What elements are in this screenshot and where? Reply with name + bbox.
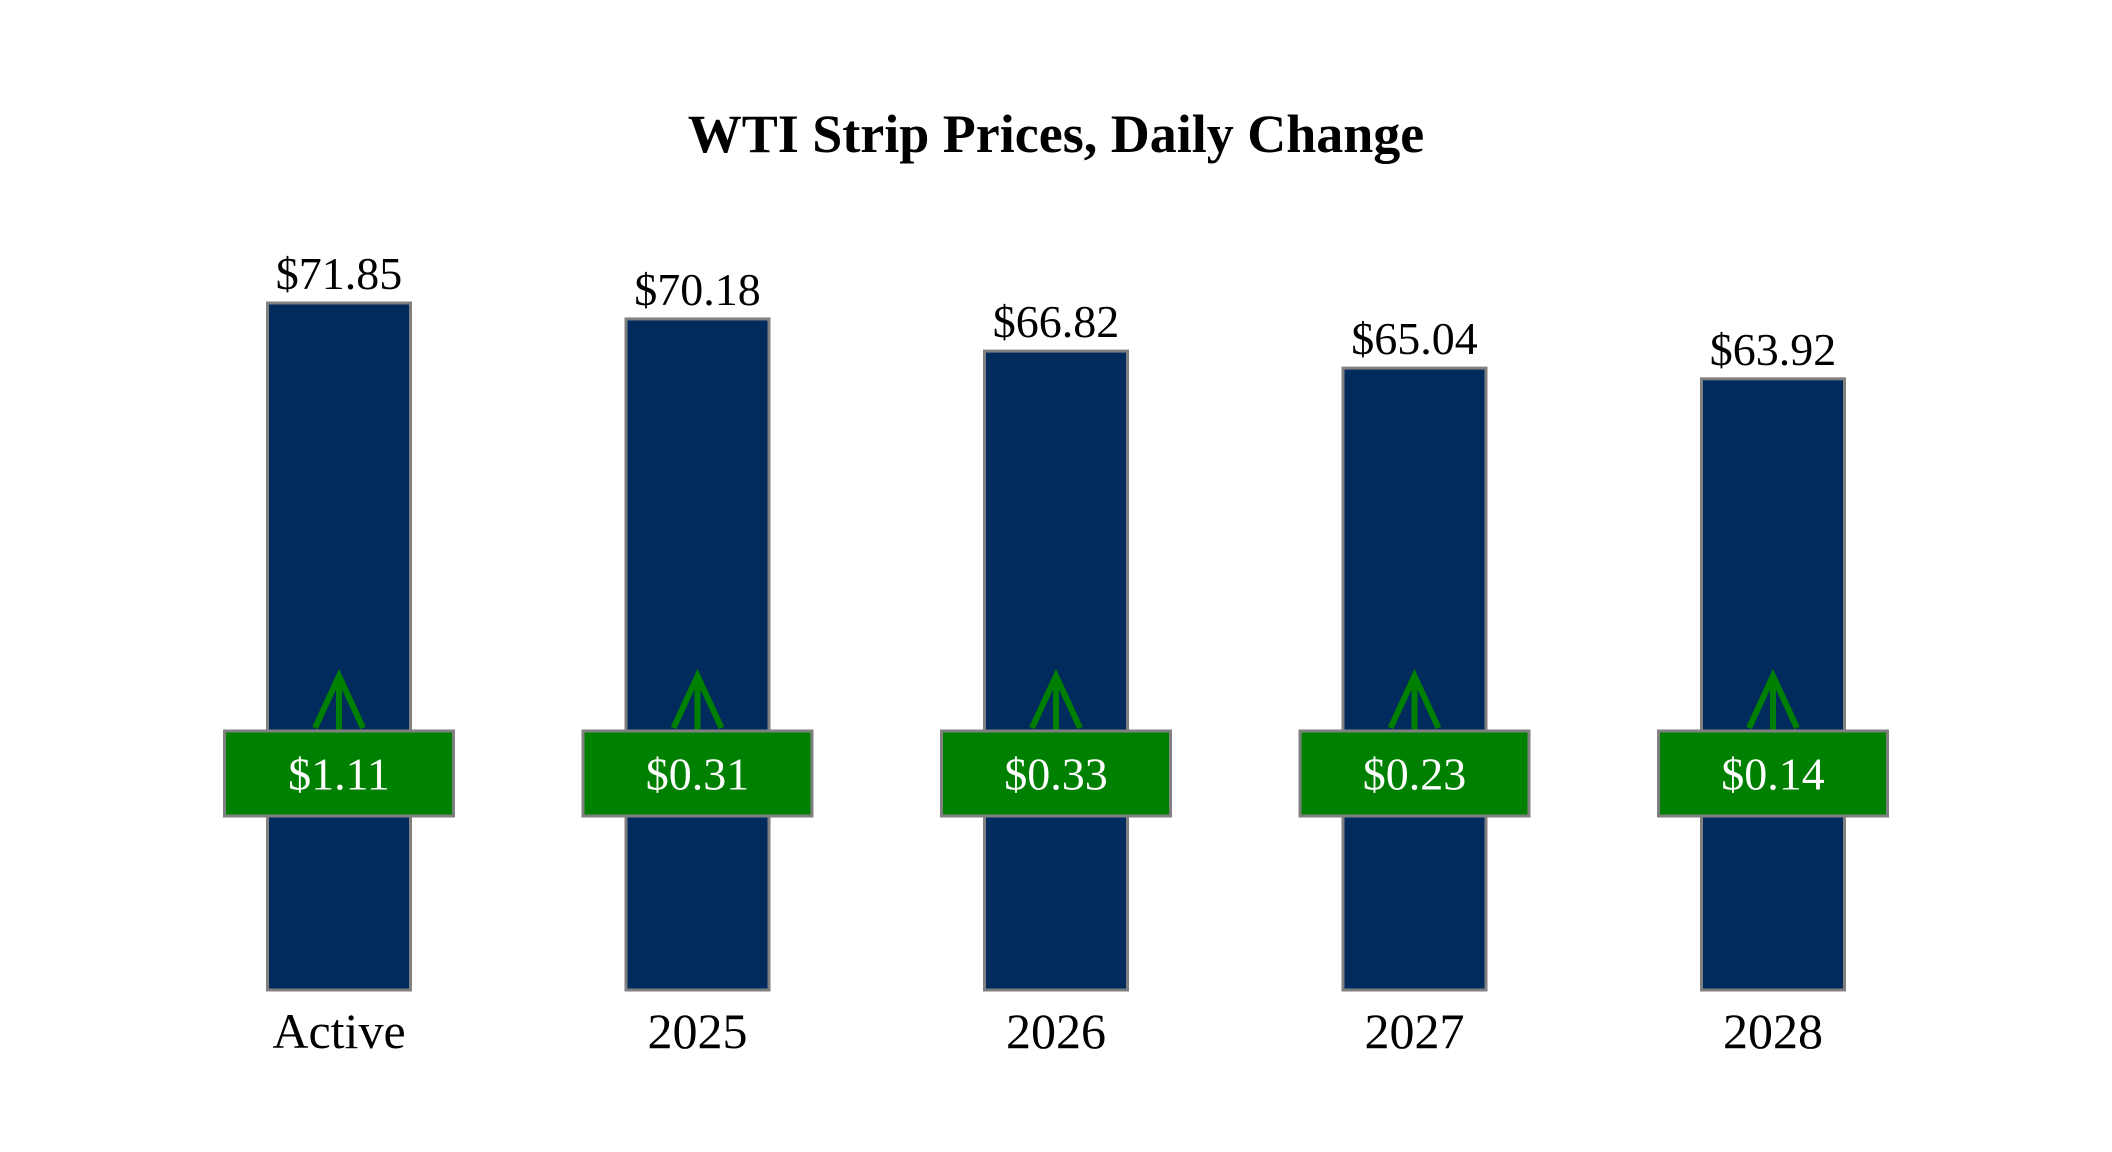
x-tick-label: Active: [272, 1003, 405, 1059]
x-tick-label: 2026: [1006, 1003, 1106, 1059]
change-box: [223, 729, 455, 818]
value-label: $63.92: [1710, 324, 1837, 375]
change-label: $0.23: [1363, 749, 1467, 800]
change-label: $1.11: [288, 749, 390, 800]
change-box: [1298, 729, 1531, 818]
value-label: $66.82: [993, 296, 1120, 347]
x-tick-label: 2025: [648, 1003, 748, 1059]
bar: [266, 301, 412, 992]
change-box: [581, 729, 814, 818]
change-arrow: [1746, 668, 1800, 731]
change-arrow: [1029, 668, 1083, 731]
change-arrow: [1387, 668, 1442, 731]
change-label: $0.31: [646, 749, 750, 800]
change-arrow: [670, 668, 725, 731]
change-arrow: [312, 668, 366, 731]
change-label: $0.33: [1004, 749, 1108, 800]
change-label: $0.14: [1721, 749, 1825, 800]
x-tick-label: 2027: [1365, 1003, 1465, 1059]
bar: [624, 317, 771, 992]
chart-title: WTI Strip Prices, Daily Change: [688, 104, 1425, 164]
value-label: $70.18: [634, 264, 761, 315]
x-tick-label: 2028: [1723, 1003, 1823, 1059]
value-label: $71.85: [276, 248, 403, 299]
change-box: [1657, 729, 1889, 818]
value-label: $65.04: [1351, 313, 1478, 364]
change-box: [940, 729, 1172, 818]
